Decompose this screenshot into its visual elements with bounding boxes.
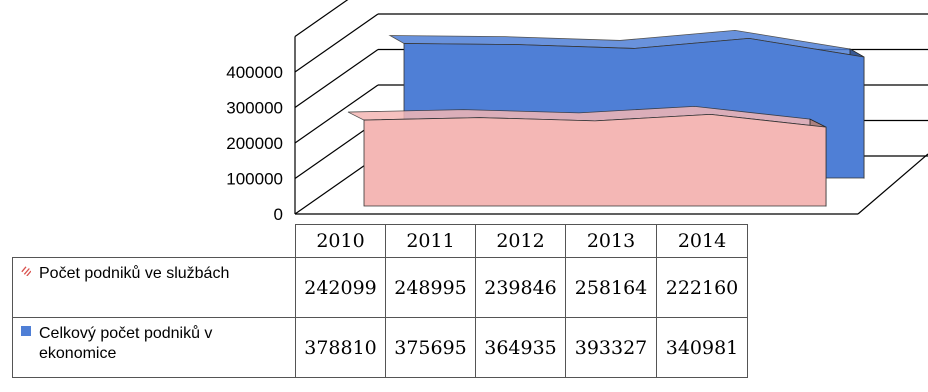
- series-label: Celkový počet podniků v ekonomice: [39, 325, 213, 362]
- table-cell: 239846: [475, 257, 566, 318]
- table-cell: 378810: [295, 317, 386, 378]
- table-corner: [12, 224, 296, 258]
- table-year-cell: 2012: [475, 224, 566, 258]
- table-cell: 222160: [656, 257, 748, 318]
- data-table: 2010 2011 2012 2013 2014 Počet podniků v…: [12, 224, 748, 378]
- table-year-cell: 2014: [656, 224, 748, 258]
- table-year-cell: 2013: [565, 224, 657, 258]
- table-year-cell: 2011: [385, 224, 476, 258]
- table-cell: 248995: [385, 257, 476, 318]
- table-cell: 242099: [295, 257, 386, 318]
- table-cell: 393327: [565, 317, 657, 378]
- chart-plot: 0 100000 200000 300000 400000: [226, 0, 928, 224]
- table-row-header: Celkový počet podniků v ekonomice: [12, 317, 296, 378]
- table-cell: 375695: [385, 317, 476, 378]
- table-header-row: 2010 2011 2012 2013 2014: [12, 224, 748, 258]
- y-tick-label: 0: [274, 205, 283, 224]
- table-cell: 258164: [565, 257, 657, 318]
- square-icon: [21, 326, 31, 336]
- y-tick-label: 200000: [226, 134, 283, 153]
- table-cell: 364935: [475, 317, 566, 378]
- table-row: Celkový počet podniků v ekonomice 378810…: [12, 317, 748, 378]
- table-row: Počet podniků ve službách 242099 248995 …: [12, 257, 748, 318]
- gridline: [294, 13, 379, 73]
- table-row-header: Počet podniků ve službách: [12, 257, 296, 318]
- y-tick-label: 100000: [226, 170, 283, 189]
- y-tick-label: 300000: [226, 99, 283, 118]
- series-area-pink: [363, 113, 827, 207]
- series-label: Počet podniků ve službách: [39, 265, 230, 282]
- hatch-icon: [21, 266, 31, 276]
- y-tick-label: 400000: [226, 63, 283, 82]
- gridline: [294, 84, 379, 144]
- floor-edge: [857, 153, 928, 215]
- table-year-cell: 2010: [295, 224, 386, 258]
- table-cell: 340981: [656, 317, 748, 378]
- wall-edge: [294, 0, 349, 37]
- gridline: [294, 49, 379, 108]
